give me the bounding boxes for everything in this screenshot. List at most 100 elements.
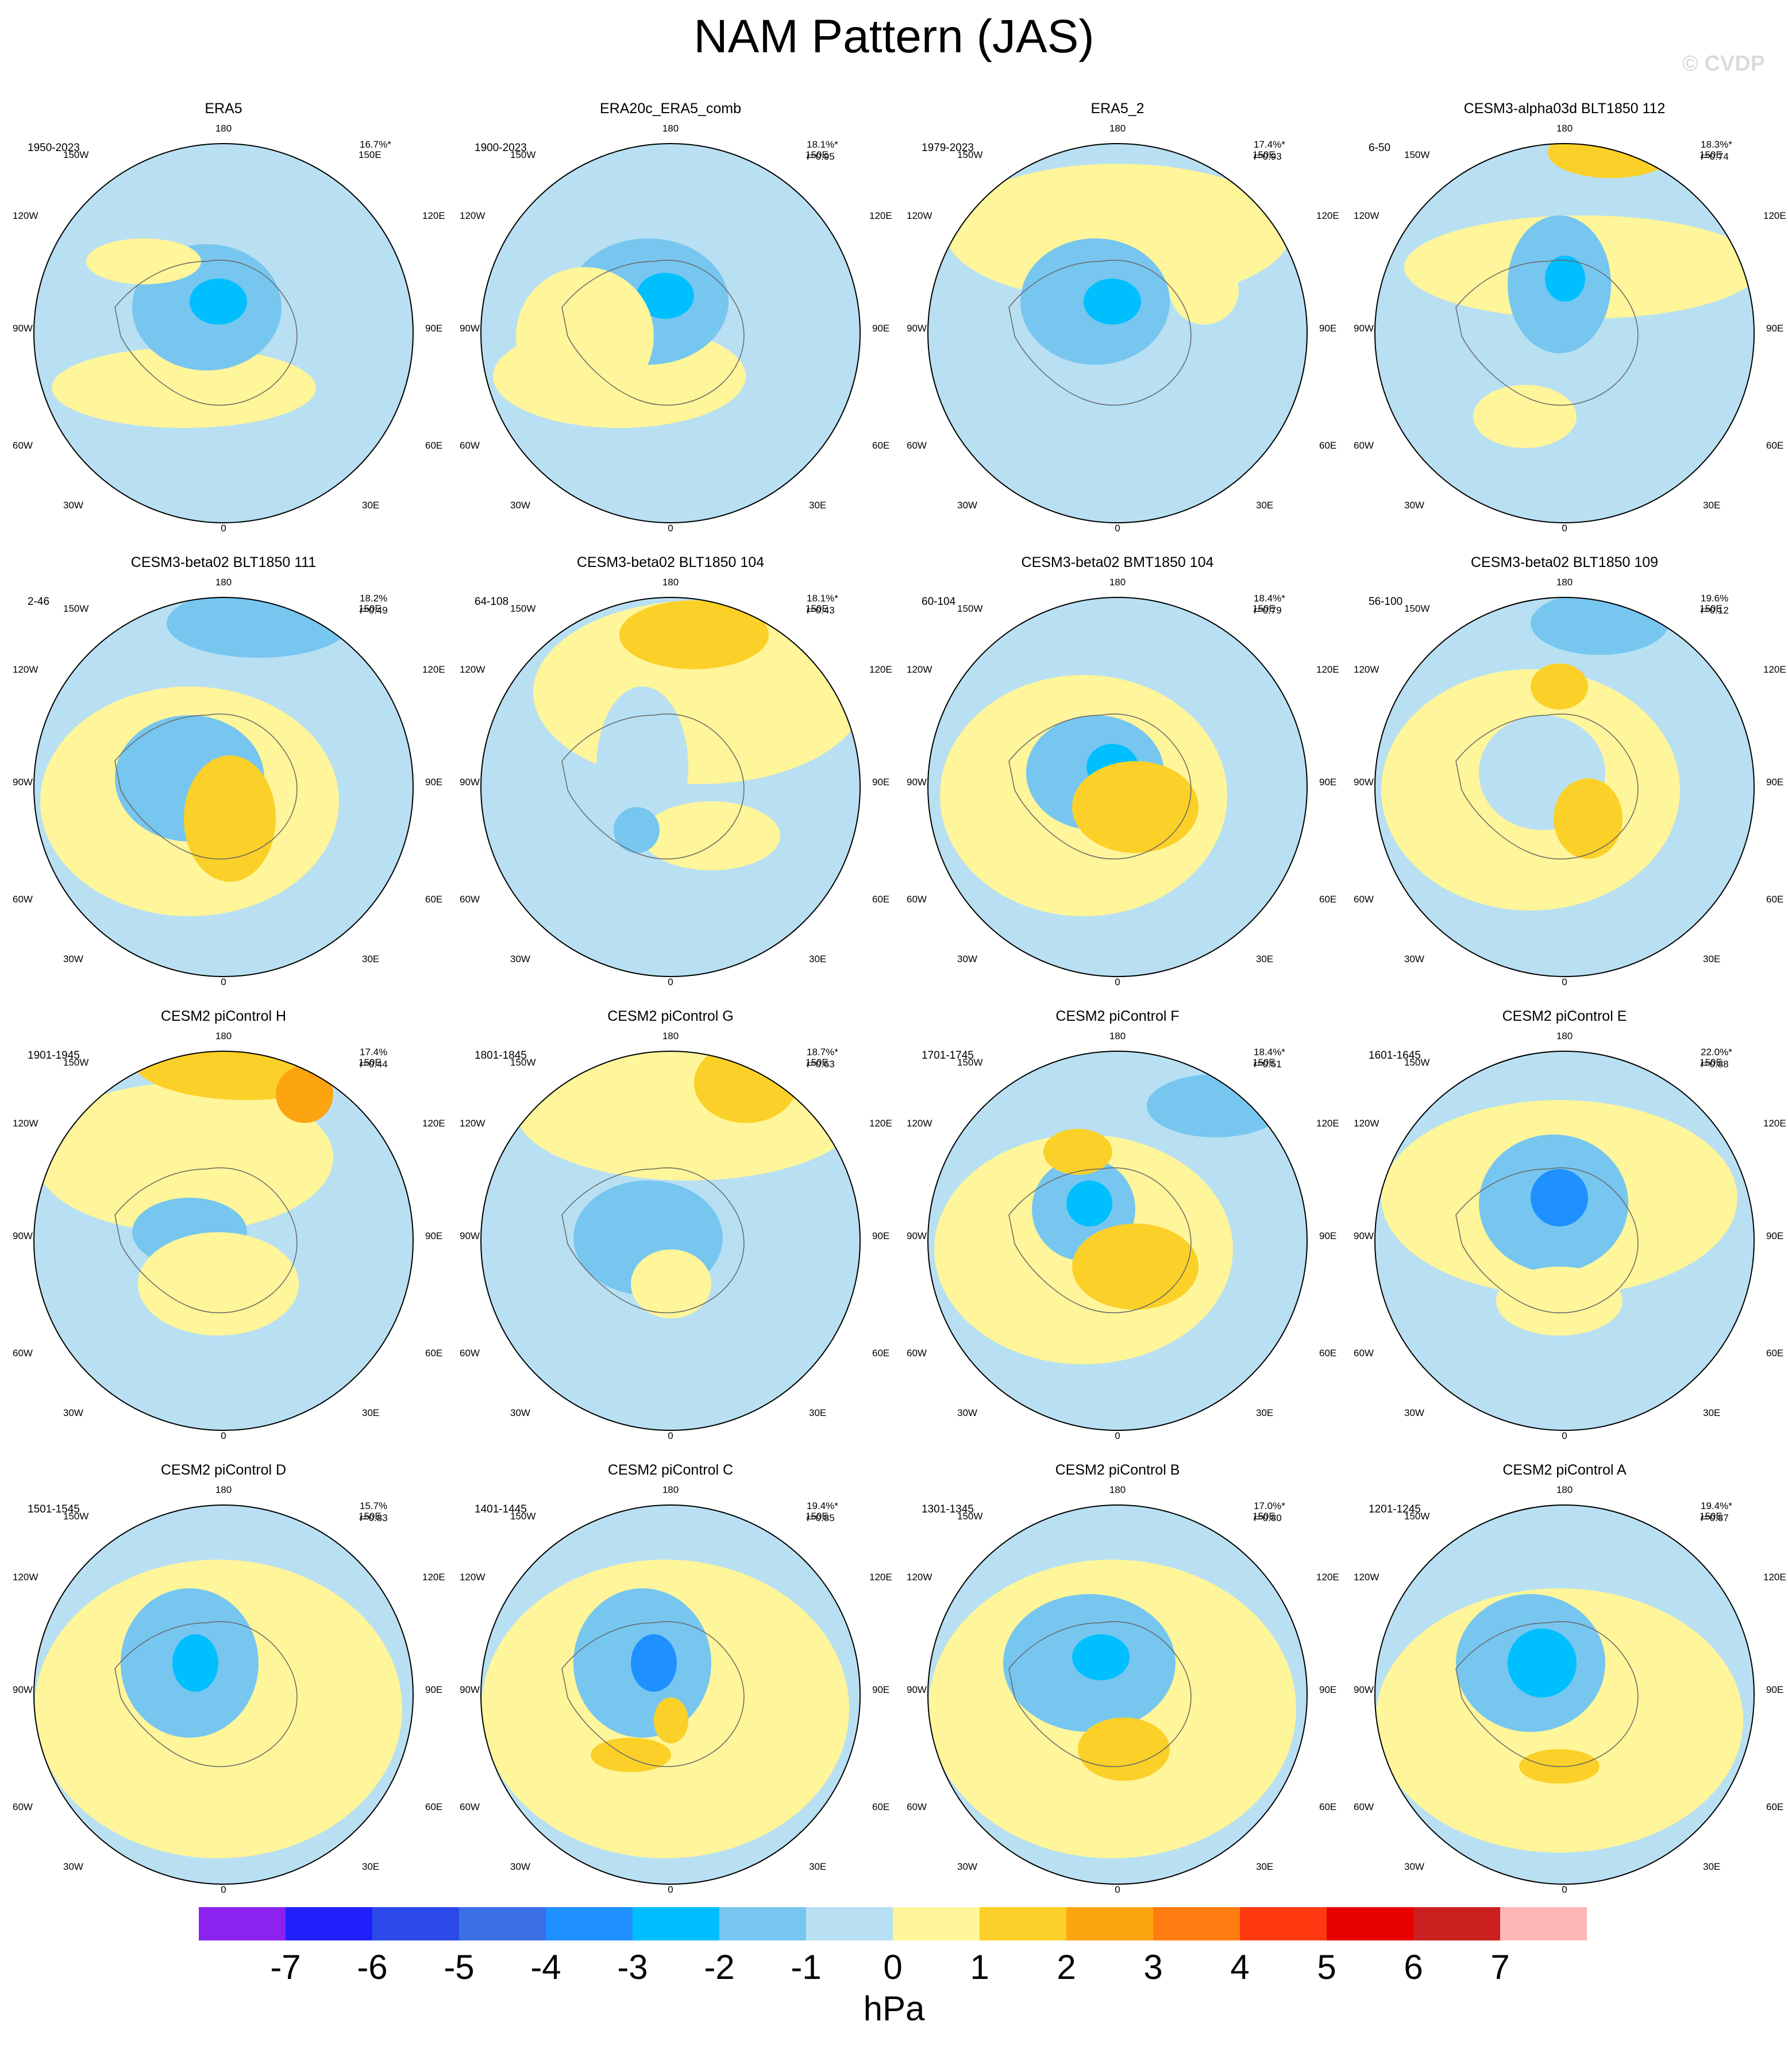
anomaly-contour bbox=[138, 1232, 299, 1336]
map-panel: 180 0 90W 90E 150W 120W 150E 120E 60W 30W 60E 30E CE… bbox=[894, 1462, 1341, 1916]
variance-explained: 18.4%* bbox=[1254, 1047, 1285, 1058]
longitude-label: 90W bbox=[1354, 1230, 1374, 1241]
longitude-label: 90E bbox=[1319, 777, 1336, 788]
longitude-label: 60E bbox=[1319, 440, 1336, 451]
colorbar-swatch bbox=[1327, 1907, 1413, 1940]
variance-label: 17.0%* r=0.80 bbox=[1254, 1500, 1285, 1524]
period-label: 1301-1345 bbox=[922, 1503, 974, 1515]
longitude-label: 30W bbox=[510, 500, 530, 511]
colorbar-tick-label: 3 bbox=[1143, 1948, 1163, 1986]
pattern-correlation: r=0.74 bbox=[1701, 151, 1729, 162]
colorbar-swatch bbox=[1413, 1907, 1500, 1940]
longitude-label: 90E bbox=[872, 323, 889, 334]
longitude-label: 150W bbox=[957, 603, 982, 614]
pattern-correlation: r=0.93 bbox=[1254, 151, 1282, 162]
longitude-label: 180 bbox=[1556, 1031, 1573, 1041]
longitude-label: 120E bbox=[869, 210, 892, 221]
anomaly-contour bbox=[1531, 1169, 1588, 1226]
map-panel: 180 0 90W 90E 150W 120W 150E 120E 60W 30W 60E 30E CE… bbox=[1341, 1462, 1788, 1916]
anomaly-contour bbox=[1473, 385, 1577, 448]
longitude-label: 30E bbox=[1256, 1861, 1273, 1872]
variance-label: 16.7%* bbox=[360, 138, 391, 151]
longitude-label: 120W bbox=[1354, 1572, 1379, 1583]
colorbar-tick-label: -6 bbox=[357, 1948, 388, 1986]
longitude-label: 60W bbox=[13, 440, 33, 451]
coastline bbox=[561, 260, 745, 406]
longitude-label: 30W bbox=[1404, 500, 1424, 511]
longitude-label: 30W bbox=[1404, 1861, 1424, 1872]
anomaly-contour bbox=[1084, 279, 1141, 325]
period-label: 6-50 bbox=[1369, 142, 1391, 154]
longitude-label: 90E bbox=[872, 1684, 889, 1695]
colorbar-swatch bbox=[633, 1907, 719, 1940]
longitude-label: 90W bbox=[1354, 777, 1374, 788]
longitude-label: 60W bbox=[907, 1348, 927, 1359]
panel-title: CESM3-alpha03d BLT1850 112 bbox=[1463, 101, 1666, 117]
longitude-label: 150E bbox=[1700, 149, 1723, 160]
longitude-label: 150W bbox=[957, 149, 982, 160]
longitude-label: 90W bbox=[460, 1684, 480, 1695]
panel-title: CESM3-beta02 BMT1850 104 bbox=[1021, 554, 1214, 570]
longitude-label: 60W bbox=[907, 1801, 927, 1812]
period-label: 2-46 bbox=[28, 596, 50, 608]
longitude-label: 60W bbox=[1354, 1348, 1374, 1359]
longitude-label: 180 bbox=[1109, 577, 1126, 588]
variance-explained: 17.4% bbox=[360, 1047, 388, 1058]
colorbar-swatch bbox=[199, 1907, 286, 1940]
colorbar-tick-label: -4 bbox=[530, 1948, 561, 1986]
anomaly-contour bbox=[52, 348, 316, 428]
colorbar-tick-label: -1 bbox=[791, 1948, 822, 1986]
longitude-label: 120E bbox=[1763, 1572, 1786, 1583]
period-label: 1979-2023 bbox=[922, 142, 974, 154]
longitude-label: 0 bbox=[1562, 1884, 1567, 1895]
pattern-correlation: r=0.87 bbox=[1701, 1512, 1729, 1523]
polar-map: 180 0 90W 90E 150W 120W 150E 120E 60W 30W 60E 30E bbox=[1354, 1484, 1786, 1895]
longitude-label: 60E bbox=[1766, 1801, 1783, 1812]
coastline bbox=[114, 260, 298, 406]
map-border bbox=[927, 1504, 1308, 1885]
longitude-label: 150E bbox=[359, 149, 382, 160]
longitude-label: 60E bbox=[1766, 1348, 1783, 1359]
colorbar-tick-label: -5 bbox=[444, 1948, 475, 1986]
pattern-correlation: r=0.43 bbox=[807, 605, 835, 616]
coastline bbox=[1008, 260, 1192, 406]
map-border bbox=[1374, 1051, 1755, 1431]
longitude-label: 30W bbox=[1404, 954, 1424, 964]
anomaly-contour bbox=[1043, 1129, 1112, 1175]
longitude-label: 150E bbox=[806, 1511, 829, 1522]
figure-title: NAM Pattern (JAS) bbox=[693, 10, 1095, 63]
longitude-label: 0 bbox=[668, 1884, 673, 1895]
period-label: 1901-1945 bbox=[28, 1049, 80, 1062]
longitude-label: 180 bbox=[215, 1031, 232, 1041]
colorbar-swatch bbox=[372, 1907, 459, 1940]
variance-explained: 18.1%* bbox=[807, 139, 838, 150]
anomaly-contour bbox=[694, 1051, 797, 1123]
anomaly-contour bbox=[591, 1738, 671, 1772]
longitude-label: 60E bbox=[872, 440, 889, 451]
coastline bbox=[561, 1167, 745, 1314]
longitude-label: 120W bbox=[13, 1118, 38, 1129]
longitude-label: 180 bbox=[215, 577, 232, 588]
variance-label: 15.7% r=0.83 bbox=[360, 1500, 388, 1524]
variance-explained: 18.4%* bbox=[1254, 593, 1285, 604]
period-label: 1201-1245 bbox=[1369, 1503, 1421, 1515]
pattern-correlation: r=0.49 bbox=[360, 605, 388, 616]
colorbar-swatch bbox=[806, 1907, 893, 1940]
longitude-label: 180 bbox=[662, 123, 679, 134]
map-border bbox=[480, 1504, 861, 1885]
coastline bbox=[114, 1167, 298, 1314]
anomaly-contour bbox=[172, 1634, 218, 1692]
anomaly-contour bbox=[1545, 256, 1585, 302]
longitude-label: 0 bbox=[221, 1884, 226, 1895]
colorbar-swatch bbox=[980, 1907, 1066, 1940]
longitude-label: 120E bbox=[422, 210, 445, 221]
colorbar-tick-label: -3 bbox=[617, 1948, 648, 1986]
pattern-correlation: r=0.12 bbox=[1701, 605, 1729, 616]
longitude-label: 30W bbox=[1404, 1407, 1424, 1418]
longitude-label: 90W bbox=[13, 323, 33, 334]
variance-explained: 19.4%* bbox=[807, 1500, 838, 1511]
longitude-label: 150E bbox=[359, 1511, 382, 1522]
longitude-label: 30W bbox=[957, 500, 977, 511]
longitude-label: 150W bbox=[1404, 603, 1429, 614]
map-panel: 180 0 90W 90E 150W 120W 150E 120E 60W 30W 60E 30E CE… bbox=[0, 1462, 447, 1916]
